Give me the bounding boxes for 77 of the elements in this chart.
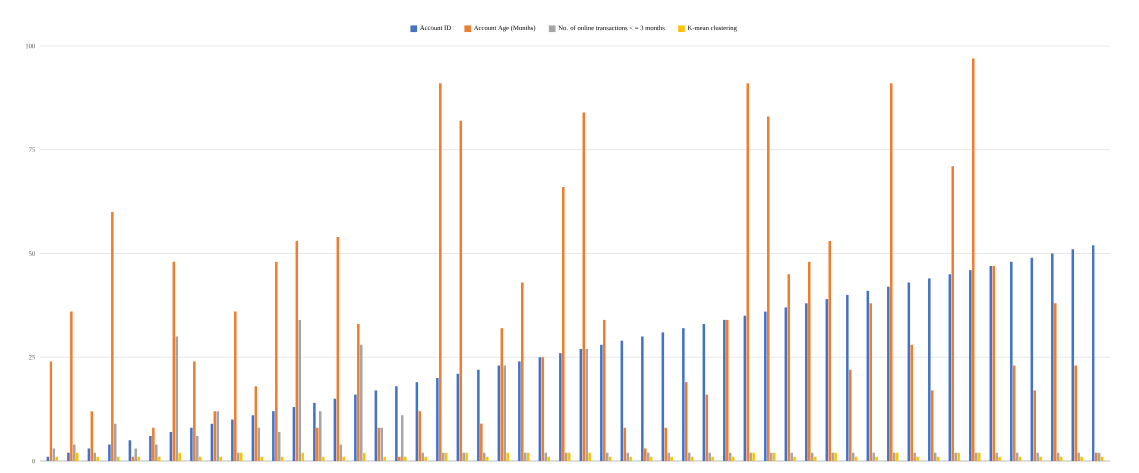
bar — [436, 377, 439, 461]
bar — [828, 241, 832, 461]
bar — [1080, 456, 1083, 461]
bar — [301, 452, 304, 461]
bar — [767, 116, 770, 461]
bar — [342, 456, 345, 461]
bar — [787, 274, 791, 461]
bar — [506, 452, 509, 461]
bar — [231, 419, 234, 461]
bar — [875, 456, 878, 461]
bar — [219, 456, 222, 461]
bar — [805, 303, 808, 461]
bar — [477, 369, 480, 461]
bar — [971, 58, 975, 461]
bar — [480, 423, 483, 461]
bar — [562, 187, 565, 461]
bar — [916, 456, 919, 461]
bar — [96, 456, 99, 461]
bar — [272, 411, 275, 461]
bar — [275, 261, 278, 461]
bar — [521, 282, 524, 461]
bar — [848, 369, 852, 461]
bar — [190, 427, 193, 461]
bar — [152, 427, 155, 461]
bar — [846, 294, 849, 461]
bar — [928, 278, 931, 461]
bar — [603, 319, 606, 461]
bar — [889, 83, 893, 461]
bar — [869, 303, 873, 461]
bar — [969, 270, 972, 461]
bar — [629, 456, 632, 461]
bar — [70, 311, 73, 461]
bar — [559, 353, 562, 461]
bar — [1010, 261, 1013, 461]
bar — [1039, 456, 1042, 461]
bar — [670, 456, 673, 461]
bar — [998, 456, 1001, 461]
bar — [793, 456, 796, 461]
bar — [1051, 253, 1054, 461]
bar — [1053, 303, 1057, 461]
bar — [137, 456, 140, 461]
bar — [1033, 390, 1037, 461]
bar — [641, 336, 644, 461]
bar — [518, 361, 521, 461]
bar — [600, 344, 603, 461]
bar — [764, 311, 767, 461]
bar — [354, 394, 357, 461]
bar — [55, 456, 58, 461]
bar — [178, 452, 181, 461]
bar — [910, 344, 914, 461]
bar — [111, 211, 114, 461]
bar — [383, 456, 386, 461]
bar — [547, 456, 550, 461]
bar — [149, 436, 152, 461]
bar — [234, 311, 237, 461]
bar — [682, 328, 685, 461]
bar — [685, 382, 688, 461]
bar — [260, 456, 263, 461]
bar — [357, 324, 360, 461]
bar — [808, 261, 811, 461]
bar — [316, 427, 319, 461]
bar — [1074, 365, 1077, 461]
bar — [951, 166, 955, 461]
bar — [193, 361, 196, 461]
bar — [108, 444, 111, 461]
bar — [67, 452, 70, 461]
bar — [395, 386, 398, 461]
bar — [644, 448, 647, 461]
bar — [588, 452, 591, 461]
bar — [930, 390, 934, 461]
bar — [313, 402, 316, 461]
bar — [424, 456, 427, 461]
bar — [439, 83, 442, 461]
bar — [711, 456, 714, 461]
bar — [1012, 365, 1016, 461]
bar — [887, 286, 890, 461]
bar — [398, 456, 401, 461]
